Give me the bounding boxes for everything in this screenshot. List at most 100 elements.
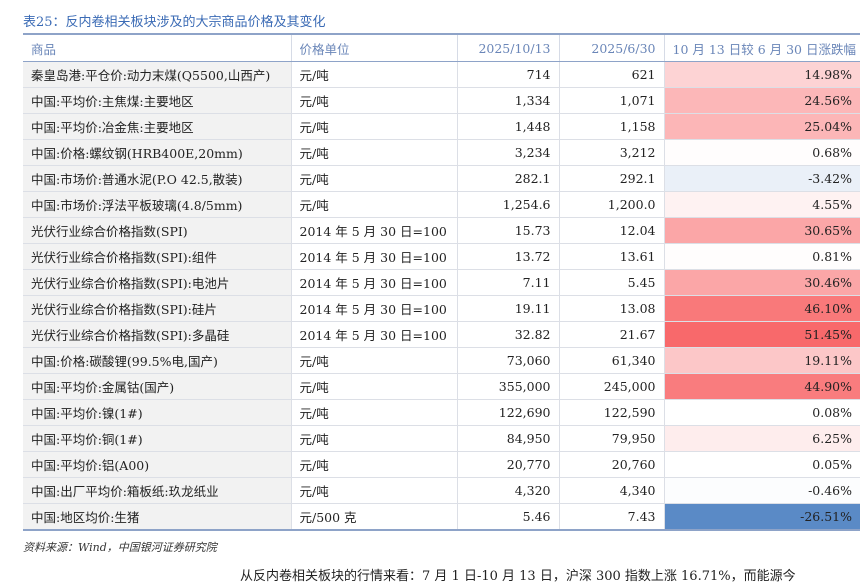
item-cell: 中国:平均价:主焦煤:主要地区 (23, 87, 291, 114)
change-cell: 0.81% (663, 243, 860, 270)
value-cell: 245,000 (558, 373, 664, 400)
value-cell: 1,334 (456, 87, 559, 114)
value-cell: 元/吨 (290, 451, 457, 478)
value-cell: 元/吨 (290, 165, 457, 192)
table-row: 光伏行业综合价格指数(SPI):组件 2014 年 5 月 30 日=100 13.… (23, 243, 860, 270)
value-cell: 5.45 (558, 269, 664, 296)
value-cell: 元/吨 (290, 425, 457, 452)
value-cell: 1,448 (456, 113, 559, 140)
value-cell: 621 (558, 61, 664, 88)
change-cell: 24.56% (663, 87, 860, 114)
value-cell: 20,770 (456, 451, 559, 478)
value-cell: 元/吨 (290, 373, 457, 400)
change-cell: 0.08% (663, 399, 860, 426)
value-cell: 292.1 (558, 165, 664, 192)
table-row: 中国:平均价:冶金焦:主要地区 元/吨 1,448 1,158 25.04% (23, 113, 860, 140)
item-cell: 中国:平均价:铝(A00) (23, 451, 291, 478)
header-cell: 2025/10/13 (456, 33, 559, 62)
value-cell: 4,320 (456, 477, 559, 504)
value-cell: 19.11 (456, 295, 559, 322)
value-cell: 1,158 (558, 113, 664, 140)
item-cell: 中国:平均价:铜(1#) (23, 425, 291, 452)
value-cell: 元/吨 (290, 191, 457, 218)
value-cell: 84,950 (456, 425, 559, 452)
source-note: 资料来源：Wind，中国银河证券研究院 (23, 541, 217, 554)
value-cell: 1,071 (558, 87, 664, 114)
item-cell: 中国:价格:碳酸锂(99.5%电,国产) (23, 347, 291, 374)
value-cell: 122,590 (558, 399, 664, 426)
value-cell: 355,000 (456, 373, 559, 400)
value-cell: 73,060 (456, 347, 559, 374)
value-cell: 元/吨 (290, 139, 457, 166)
change-cell: 0.68% (663, 139, 860, 166)
value-cell: 2014 年 5 月 30 日=100 (290, 269, 457, 296)
table-row: 中国:平均价:主焦煤:主要地区 元/吨 1,334 1,071 24.56% (23, 87, 860, 114)
value-cell: 714 (456, 61, 559, 88)
change-cell: 46.10% (663, 295, 860, 322)
change-cell: 44.90% (663, 373, 860, 400)
table-row: 光伏行业综合价格指数(SPI):多晶硅 2014 年 5 月 30 日=100 32… (23, 321, 860, 348)
table-row: 秦皇岛港:平仓价:动力末煤(Q5500,山西产) 元/吨 714 621 14.98% (23, 61, 860, 88)
value-cell: 7.43 (558, 503, 664, 531)
value-cell: 32.82 (456, 321, 559, 348)
value-cell: 元/吨 (290, 347, 457, 374)
table-body: 秦皇岛港:平仓价:动力末煤(Q5500,山西产) 元/吨 714 621 14.98% 中… (23, 61, 860, 531)
table-row: 中国:平均价:金属钴(国产) 元/吨 355,000 245,000 44.90% (23, 373, 860, 400)
table-title: 表25：反内卷相关板块涉及的大宗商品价格及其变化 (23, 15, 326, 30)
value-cell: 5.46 (456, 503, 559, 531)
change-cell: 25.04% (663, 113, 860, 140)
value-cell: 20,760 (558, 451, 664, 478)
value-cell: 2014 年 5 月 30 日=100 (290, 321, 457, 348)
change-cell: 4.55% (663, 191, 860, 218)
value-cell: 元/吨 (290, 87, 457, 114)
item-cell: 光伏行业综合价格指数(SPI):组件 (23, 243, 291, 270)
value-cell: 元/吨 (290, 113, 457, 140)
item-cell: 光伏行业综合价格指数(SPI):多晶硅 (23, 321, 291, 348)
table-row: 中国:市场价:浮法平板玻璃(4.8/5mm) 元/吨 1,254.6 1,200.0 4… (23, 191, 860, 218)
value-cell: 282.1 (456, 165, 559, 192)
table: 商品 价格单位 2025/10/13 2025/6/30 10 月 13 日较 6 月 … (23, 33, 860, 531)
table-row: 光伏行业综合价格指数(SPI) 2014 年 5 月 30 日=100 15.73 1… (23, 217, 860, 244)
value-cell: 21.67 (558, 321, 664, 348)
value-cell: 3,212 (558, 139, 664, 166)
value-cell: 79,950 (558, 425, 664, 452)
value-cell: 122,690 (456, 399, 559, 426)
value-cell: 元/吨 (290, 61, 457, 88)
value-cell: 元/500 克 (290, 503, 457, 531)
table-row: 中国:平均价:铝(A00) 元/吨 20,770 20,760 0.05% (23, 451, 860, 478)
header-row: 商品 价格单位 2025/10/13 2025/6/30 10 月 13 日较 6 月 … (23, 33, 860, 62)
item-cell: 中国:平均价:冶金焦:主要地区 (23, 113, 291, 140)
value-cell: 12.04 (558, 217, 664, 244)
change-cell: 30.65% (663, 217, 860, 244)
table-row: 光伏行业综合价格指数(SPI):硅片 2014 年 5 月 30 日=100 19.… (23, 295, 860, 322)
header-cell: 10 月 13 日较 6 月 30 日涨跌幅 (663, 33, 860, 62)
value-cell: 3,234 (456, 139, 559, 166)
value-cell: 4,340 (558, 477, 664, 504)
value-cell: 元/吨 (290, 399, 457, 426)
table-row: 中国:出厂平均价:箱板纸:玖龙纸业 元/吨 4,320 4,340 -0.46% (23, 477, 860, 504)
change-cell: -0.46% (663, 477, 860, 504)
table-row: 中国:平均价:镍(1#) 元/吨 122,690 122,590 0.08% (23, 399, 860, 426)
table-row: 中国:价格:碳酸锂(99.5%电,国产) 元/吨 73,060 61,340 19.11… (23, 347, 860, 374)
change-cell: 14.98% (663, 61, 860, 88)
item-cell: 光伏行业综合价格指数(SPI) (23, 217, 291, 244)
table-row: 光伏行业综合价格指数(SPI):电池片 2014 年 5 月 30 日=100 7.… (23, 269, 860, 296)
change-cell: 19.11% (663, 347, 860, 374)
value-cell: 2014 年 5 月 30 日=100 (290, 295, 457, 322)
value-cell: 61,340 (558, 347, 664, 374)
item-cell: 中国:平均价:镍(1#) (23, 399, 291, 426)
table-row: 中国:价格:螺纹钢(HRB400E,20mm) 元/吨 3,234 3,212 0.68… (23, 139, 860, 166)
change-cell: -3.42% (663, 165, 860, 192)
item-cell: 中国:出厂平均价:箱板纸:玖龙纸业 (23, 477, 291, 504)
change-cell: 30.46% (663, 269, 860, 296)
value-cell: 15.73 (456, 217, 559, 244)
item-cell: 中国:平均价:金属钴(国产) (23, 373, 291, 400)
change-cell: 0.05% (663, 451, 860, 478)
item-cell: 中国:地区均价:生猪 (23, 503, 291, 531)
value-cell: 13.72 (456, 243, 559, 270)
item-cell: 中国:价格:螺纹钢(HRB400E,20mm) (23, 139, 291, 166)
value-cell: 2014 年 5 月 30 日=100 (290, 243, 457, 270)
value-cell: 1,254.6 (456, 191, 559, 218)
item-cell: 秦皇岛港:平仓价:动力末煤(Q5500,山西产) (23, 61, 291, 88)
